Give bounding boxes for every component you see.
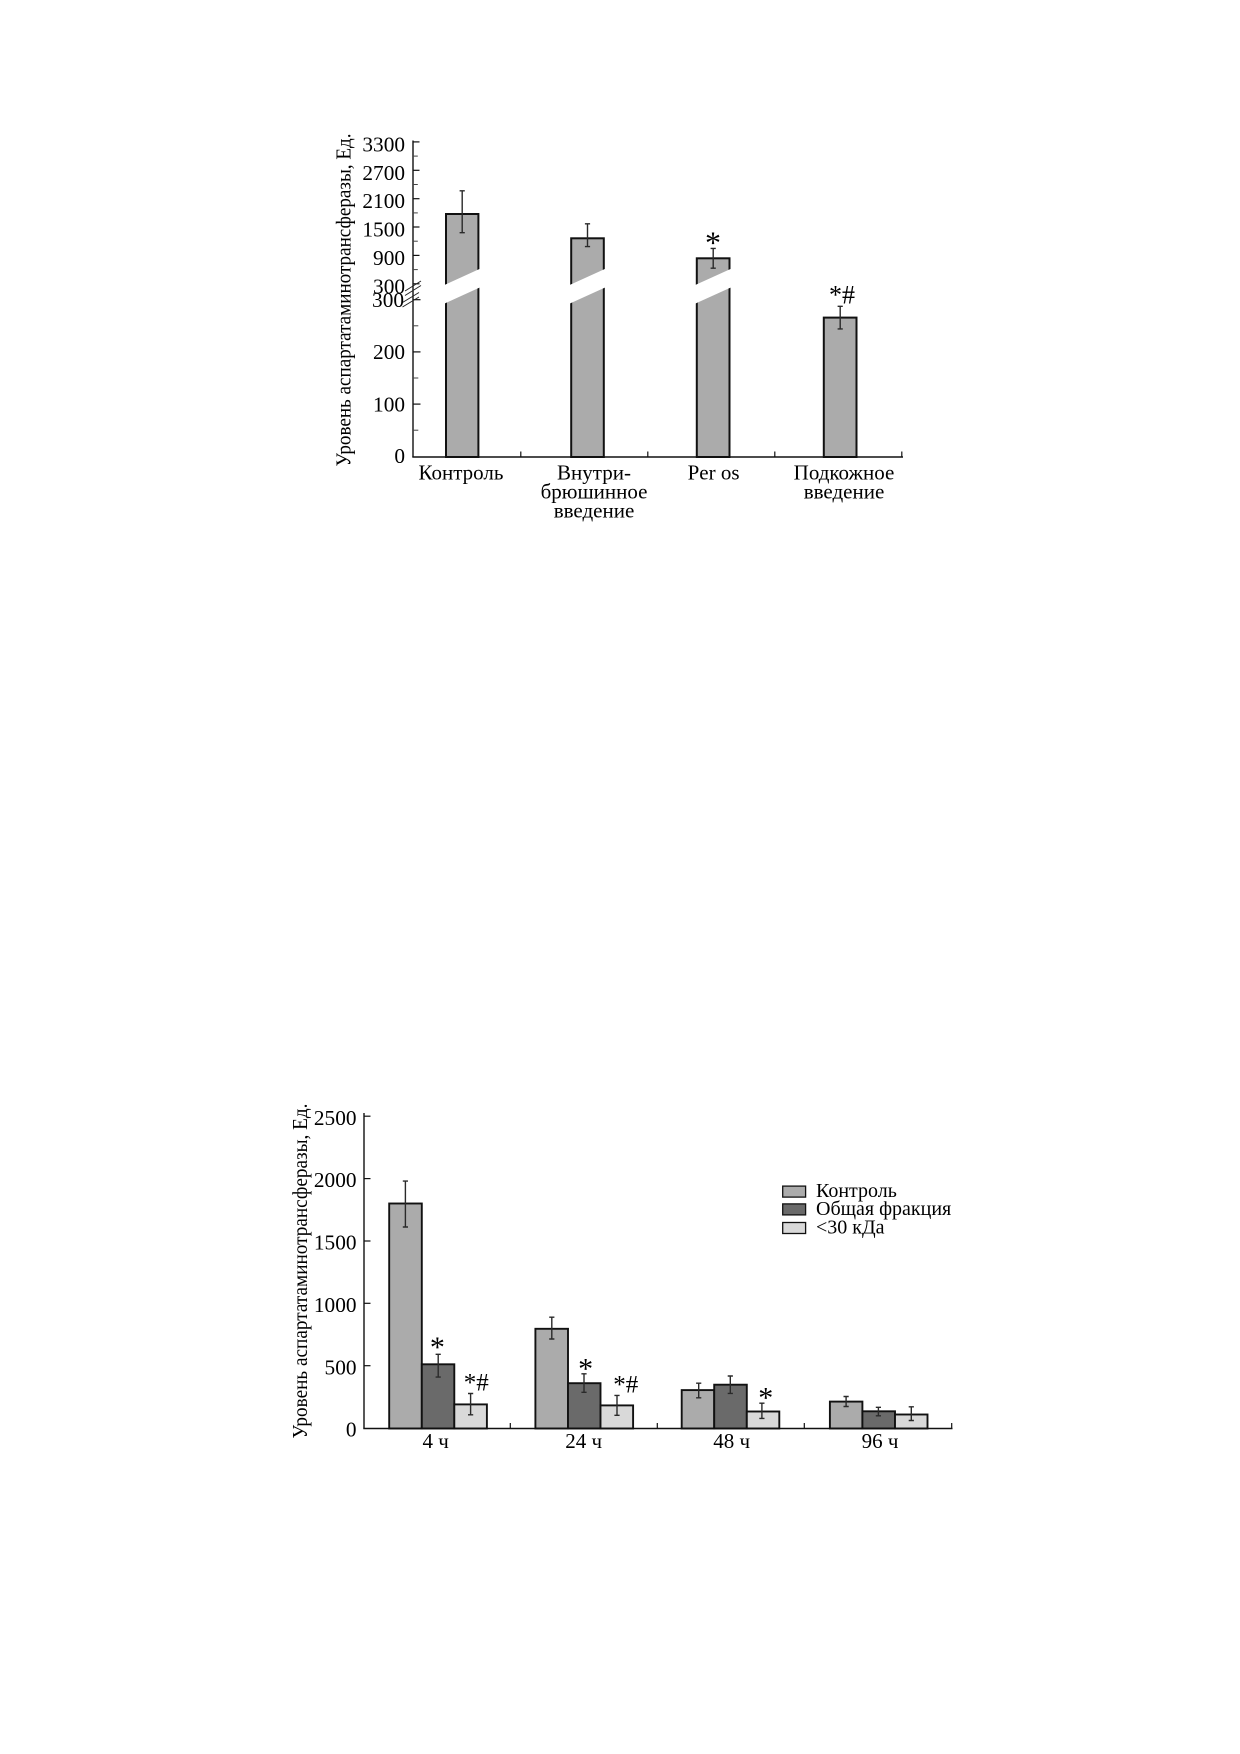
svg-text:24 ч: 24 ч: [565, 1429, 602, 1453]
svg-text:100: 100: [373, 392, 405, 416]
svg-text:0: 0: [346, 1418, 357, 1442]
svg-text:<30 кДа: <30 кДа: [816, 1216, 885, 1238]
svg-text:4 ч: 4 ч: [423, 1429, 450, 1453]
svg-text:Уровень аспартатаминотрансфера: Уровень аспартатаминотрансферазы, Ед.: [332, 134, 356, 467]
svg-text:200: 200: [373, 340, 405, 364]
svg-text:введение: введение: [804, 480, 885, 504]
svg-text:2700: 2700: [362, 161, 405, 185]
svg-text:500: 500: [325, 1355, 357, 1379]
svg-text:1500: 1500: [314, 1231, 357, 1255]
svg-text:введение: введение: [554, 499, 635, 523]
svg-text:300: 300: [373, 274, 405, 298]
svg-text:0: 0: [394, 444, 405, 468]
svg-text:*: *: [430, 1331, 445, 1364]
svg-text:3300: 3300: [362, 132, 405, 156]
svg-text:48 ч: 48 ч: [713, 1429, 750, 1453]
svg-text:*#: *#: [613, 1371, 639, 1398]
svg-text:Per os: Per os: [688, 461, 740, 485]
svg-text:900: 900: [373, 246, 405, 270]
svg-text:2500: 2500: [314, 1106, 357, 1130]
svg-text:2000: 2000: [314, 1168, 357, 1192]
svg-text:96 ч: 96 ч: [862, 1429, 899, 1453]
svg-text:*: *: [758, 1382, 773, 1415]
svg-text:1000: 1000: [314, 1293, 357, 1317]
svg-text:Контроль: Контроль: [419, 461, 504, 485]
svg-text:*: *: [578, 1353, 593, 1386]
svg-text:Контроль: Контроль: [816, 1180, 897, 1202]
svg-text:*#: *#: [829, 281, 855, 310]
svg-text:1500: 1500: [362, 218, 405, 242]
svg-text:2100: 2100: [362, 189, 405, 213]
svg-text:брюшинное: брюшинное: [541, 480, 648, 504]
svg-text:Внутри-: Внутри-: [557, 461, 631, 485]
svg-text:300: 300: [372, 288, 404, 312]
svg-text:Уровень аспартатаминотрансфера: Уровень аспартатаминотрансферазы, Ед.: [288, 1104, 312, 1439]
svg-text:Общая фракция: Общая фракция: [816, 1198, 951, 1220]
svg-text:*#: *#: [464, 1370, 490, 1397]
svg-text:*: *: [705, 225, 721, 261]
svg-text:Подкожное: Подкожное: [794, 461, 895, 485]
